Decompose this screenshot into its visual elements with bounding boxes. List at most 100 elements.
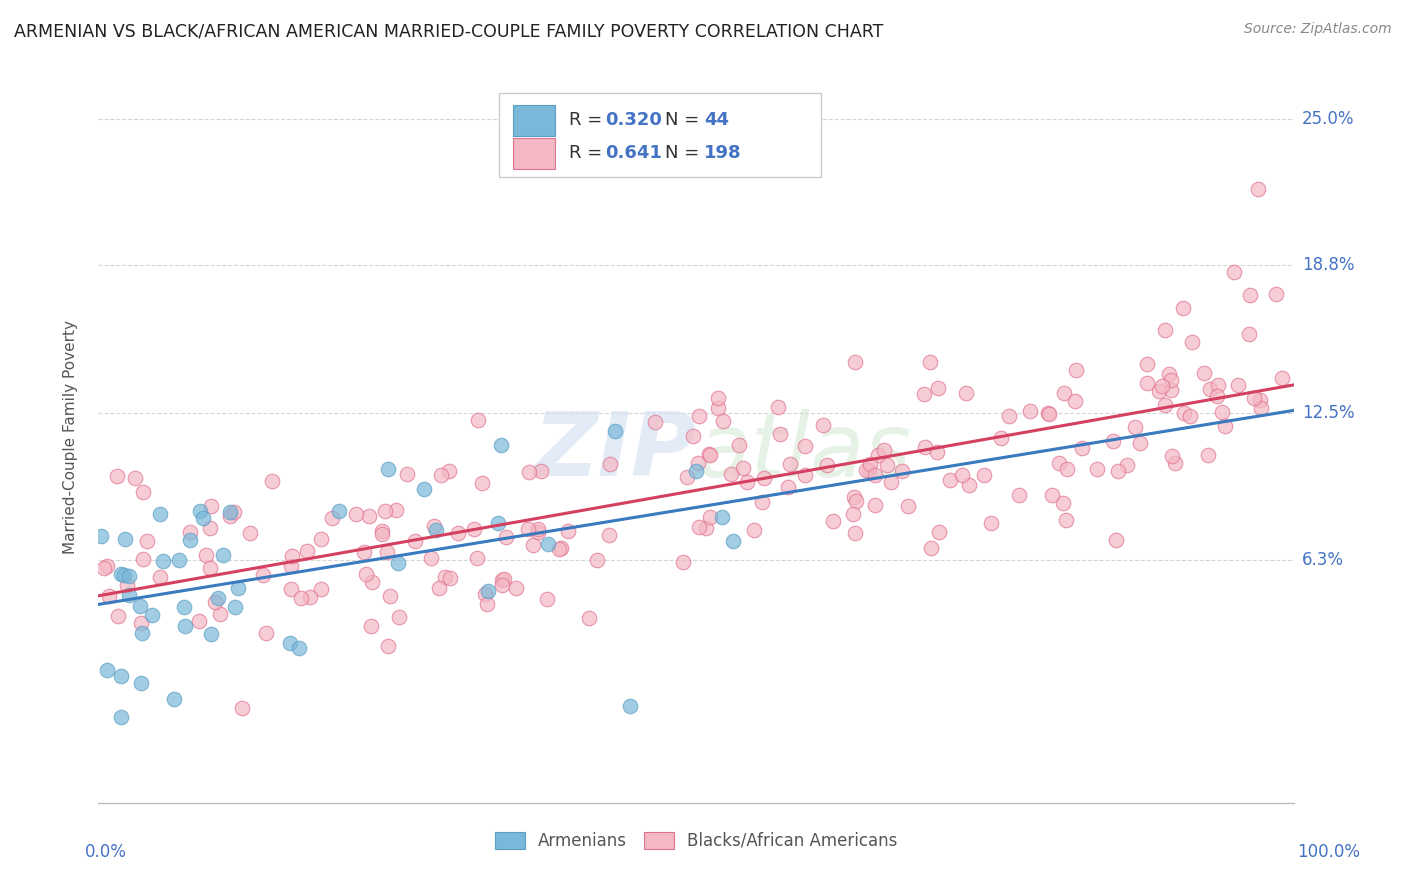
Point: [200, 626, 222, 640]
Point: [550, 541, 572, 556]
Point: [489, 438, 512, 452]
Point: [495, 530, 517, 544]
FancyBboxPatch shape: [499, 94, 821, 178]
Point: [1154, 323, 1177, 337]
Point: [356, 567, 378, 582]
Point: [863, 498, 886, 512]
Point: [1056, 461, 1078, 475]
Point: [222, 505, 245, 519]
Point: [374, 504, 396, 518]
Point: [105, 468, 128, 483]
Point: [912, 386, 935, 401]
Point: [447, 526, 470, 541]
Point: [280, 549, 302, 563]
Point: [425, 523, 447, 537]
Point: [672, 555, 695, 569]
Point: [682, 429, 704, 443]
Point: [1211, 404, 1233, 418]
Point: [1206, 378, 1229, 392]
Point: [685, 464, 707, 478]
Point: [110, 669, 132, 683]
Text: ARMENIAN VS BLACK/AFRICAN AMERICAN MARRIED-COUPLE FAMILY POVERTY CORRELATION CHA: ARMENIAN VS BLACK/AFRICAN AMERICAN MARRI…: [14, 22, 883, 40]
Point: [218, 505, 240, 519]
Point: [114, 567, 136, 582]
Point: [1038, 407, 1060, 421]
Text: R =: R =: [569, 145, 609, 162]
Point: [200, 521, 222, 535]
Point: [1159, 367, 1181, 381]
Point: [179, 524, 201, 539]
Point: [439, 464, 461, 478]
Text: 0.320: 0.320: [605, 112, 662, 129]
Point: [890, 465, 912, 479]
Point: [1085, 461, 1108, 475]
Point: [876, 458, 898, 472]
Point: [412, 482, 434, 496]
Point: [1054, 513, 1077, 527]
Point: [1104, 533, 1126, 547]
Point: [224, 600, 246, 615]
Point: [699, 510, 721, 524]
Point: [1178, 409, 1201, 423]
Point: [226, 581, 249, 595]
Point: [208, 607, 231, 622]
Point: [252, 568, 274, 582]
Point: [1197, 448, 1219, 462]
Point: [863, 468, 886, 483]
Point: [721, 534, 744, 549]
Point: [129, 599, 152, 613]
Point: [280, 558, 302, 573]
Point: [141, 608, 163, 623]
Point: [522, 538, 544, 552]
Point: [766, 400, 789, 414]
Point: [378, 590, 401, 604]
Point: [927, 380, 949, 394]
Point: [433, 570, 456, 584]
Point: [280, 635, 302, 649]
Point: [311, 582, 333, 596]
Point: [928, 524, 950, 539]
Point: [328, 503, 350, 517]
Point: [707, 391, 730, 405]
Text: 100.0%: 100.0%: [1298, 843, 1360, 861]
Point: [188, 504, 211, 518]
Point: [377, 639, 399, 653]
Point: [188, 614, 211, 628]
Point: [1153, 398, 1175, 412]
Point: [720, 467, 742, 481]
Point: [1038, 407, 1060, 421]
Point: [404, 534, 426, 549]
Point: [344, 507, 367, 521]
Point: [114, 532, 136, 546]
Point: [179, 533, 201, 547]
Point: [124, 471, 146, 485]
Point: [779, 457, 801, 471]
Point: [711, 414, 734, 428]
Point: [751, 495, 773, 509]
Point: [973, 467, 995, 482]
Point: [1161, 449, 1184, 463]
Point: [219, 509, 242, 524]
Point: [163, 691, 186, 706]
Point: [254, 625, 277, 640]
Point: [927, 444, 949, 458]
Point: [260, 474, 283, 488]
Point: [486, 516, 509, 531]
Point: [1192, 366, 1215, 380]
Point: [477, 597, 499, 611]
Point: [823, 514, 845, 528]
Point: [491, 578, 513, 592]
Point: [1171, 301, 1194, 315]
Point: [1213, 418, 1236, 433]
Point: [603, 424, 626, 438]
Point: [280, 582, 302, 597]
Point: [1173, 406, 1195, 420]
Point: [1237, 326, 1260, 341]
Point: [742, 523, 765, 537]
Point: [118, 569, 141, 583]
Point: [1152, 378, 1174, 392]
Point: [547, 541, 569, 556]
Point: [360, 574, 382, 589]
Legend: Armenians, Blacks/African Americans: Armenians, Blacks/African Americans: [488, 825, 904, 856]
Point: [676, 469, 699, 483]
